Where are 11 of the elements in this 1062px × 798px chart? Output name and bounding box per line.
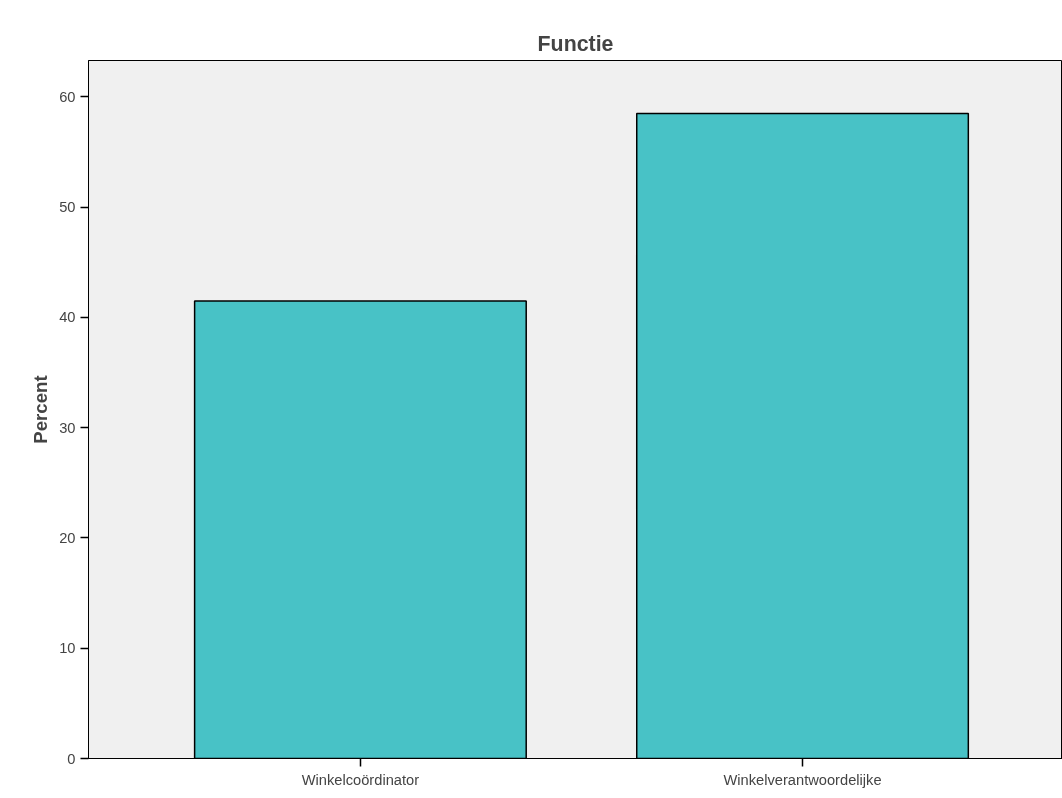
y-tick-label: 30	[59, 419, 76, 436]
x-tick-label: Winkelcoördinator	[301, 771, 420, 788]
y-tick-label: 0	[67, 750, 76, 767]
y-tick-label: 40	[59, 309, 76, 326]
x-tick-label: Winkelverantwoordelijke	[723, 771, 882, 788]
y-tick-label: 50	[59, 199, 76, 216]
y-tick-label: 20	[59, 529, 76, 546]
y-tick-label: 60	[59, 88, 76, 105]
y-tick-label: 10	[59, 640, 76, 657]
chart-title: Functie	[537, 31, 614, 56]
y-axis-title: Percent	[30, 375, 52, 444]
